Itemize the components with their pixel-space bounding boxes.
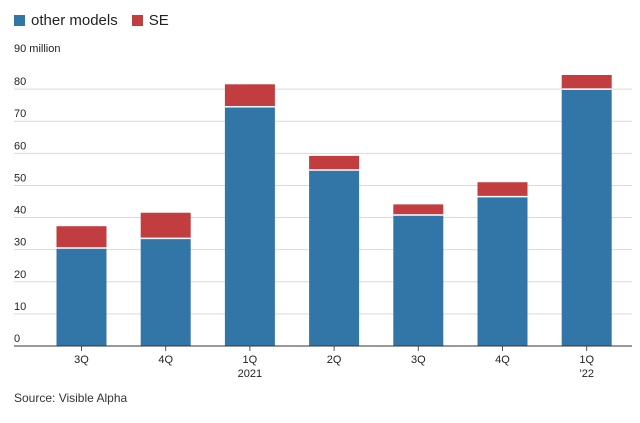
y-tick-label-20: 20	[14, 269, 26, 281]
legend-item-other-models: other models	[14, 12, 118, 29]
bar-se-0	[56, 226, 107, 249]
bar-se-2	[224, 84, 275, 107]
y-tick-label-70: 70	[14, 108, 26, 120]
y-tick-label-80: 80	[14, 76, 26, 88]
legend: other models SE	[14, 12, 183, 29]
source-note: Source: Visible Alpha	[14, 391, 128, 405]
bar-other-models-2	[224, 106, 275, 347]
y-tick-label-30: 30	[14, 237, 26, 249]
bar-other-models-4	[393, 214, 444, 346]
x-tick-label-6: 1Q	[579, 354, 594, 366]
y-axis-title: 90 million	[14, 43, 60, 55]
bar-other-models-0	[56, 248, 107, 346]
legend-label-se: SE	[148, 12, 169, 29]
legend-item-se: SE	[131, 12, 169, 29]
legend-swatch-other-models	[14, 15, 25, 26]
x-tick-label-1: 4Q	[158, 354, 173, 366]
x-tick-label-3: 2Q	[327, 354, 342, 366]
y-tick-label-60: 60	[14, 140, 26, 152]
bar-se-3	[309, 155, 360, 171]
x-tick-label-5: 4Q	[495, 354, 510, 366]
bar-other-models-3	[309, 170, 360, 346]
y-tick-label-50: 50	[14, 172, 26, 184]
bar-se-6	[561, 74, 612, 90]
x-tick-sublabel-2: 2021	[238, 368, 262, 380]
x-tick-label-2: 1Q	[243, 354, 258, 366]
bar-other-models-1	[140, 238, 191, 346]
y-tick-label-10: 10	[14, 301, 26, 313]
x-tick-sublabel-6: ’22	[579, 368, 594, 380]
legend-swatch-se	[131, 15, 143, 26]
y-tick-label-0: 0	[14, 333, 20, 345]
bar-se-1	[140, 212, 191, 239]
bar-other-models-5	[477, 196, 528, 346]
y-tick-label-40: 40	[14, 205, 26, 217]
bar-se-4	[393, 204, 444, 215]
legend-label-other-models: other models	[31, 12, 118, 29]
bar-se-5	[477, 182, 528, 197]
x-tick-label-4: 3Q	[411, 354, 426, 366]
bar-other-models-6	[561, 89, 612, 346]
x-tick-label-0: 3Q	[74, 354, 89, 366]
